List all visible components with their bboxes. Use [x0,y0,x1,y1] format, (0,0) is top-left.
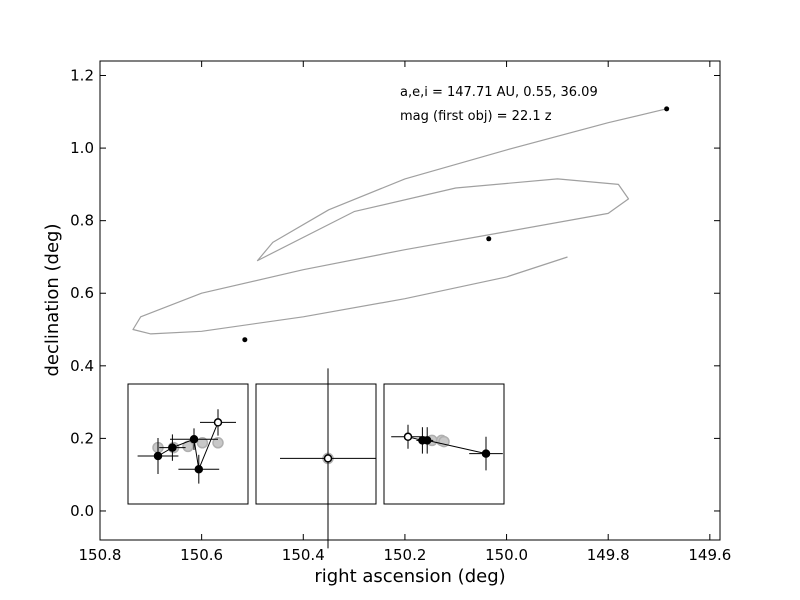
inset-panels [127,368,505,549]
measured-position-marker [403,432,413,442]
inset-frame [255,383,377,505]
x-tick-label: 150.6 [180,546,223,564]
x-tick-label: 150.4 [282,546,325,564]
measured-position-marker [323,454,333,463]
plot-frame [99,60,721,541]
measured-position-marker [189,434,199,444]
y-tick-label: 1.0 [70,139,94,157]
plot-area [132,106,670,343]
x-tick-label: 150.0 [485,546,528,564]
y-tick-label: 0.6 [70,284,94,302]
detection-point [486,236,492,242]
orbit-track-line [132,107,670,335]
y-tick-label: 0.4 [70,357,94,375]
x-axis-label: right ascension (deg) [314,566,505,587]
x-tick-label: 149.8 [587,546,630,564]
measured-position-marker [481,449,491,458]
measured-position-marker [422,436,432,445]
measured-position-marker [194,464,204,474]
y-tick-label: 0.0 [70,502,94,520]
inset-panel [383,383,505,505]
y-axis-label: declination (deg) [42,223,63,376]
predicted-position-marker [196,437,209,449]
detection-point [242,337,248,343]
annotation-magnitude: mag (first obj) = 22.1 z [400,109,552,124]
measured-position-marker [213,418,223,427]
y-tick-label: 0.2 [70,429,94,447]
y-tick-label: 1.2 [70,67,94,85]
x-tick-label: 149.6 [688,546,731,564]
inset-panel [255,368,377,549]
predicted-position-marker [212,437,224,449]
x-tick-label: 150.2 [383,546,426,564]
annotation-orbit-elements: a,e,i = 147.71 AU, 0.55, 36.09 [400,85,598,100]
detection-point [664,106,670,112]
x-tick-label: 150.8 [79,546,122,564]
measured-position-marker [168,443,177,452]
y-tick-label: 0.8 [70,212,94,230]
axes: 150.8 150.6 150.4 150.2 150.0 149.8 149.6 0.0 0.… [70,60,731,564]
inset-panel [127,383,249,505]
measured-position-marker [153,451,163,461]
